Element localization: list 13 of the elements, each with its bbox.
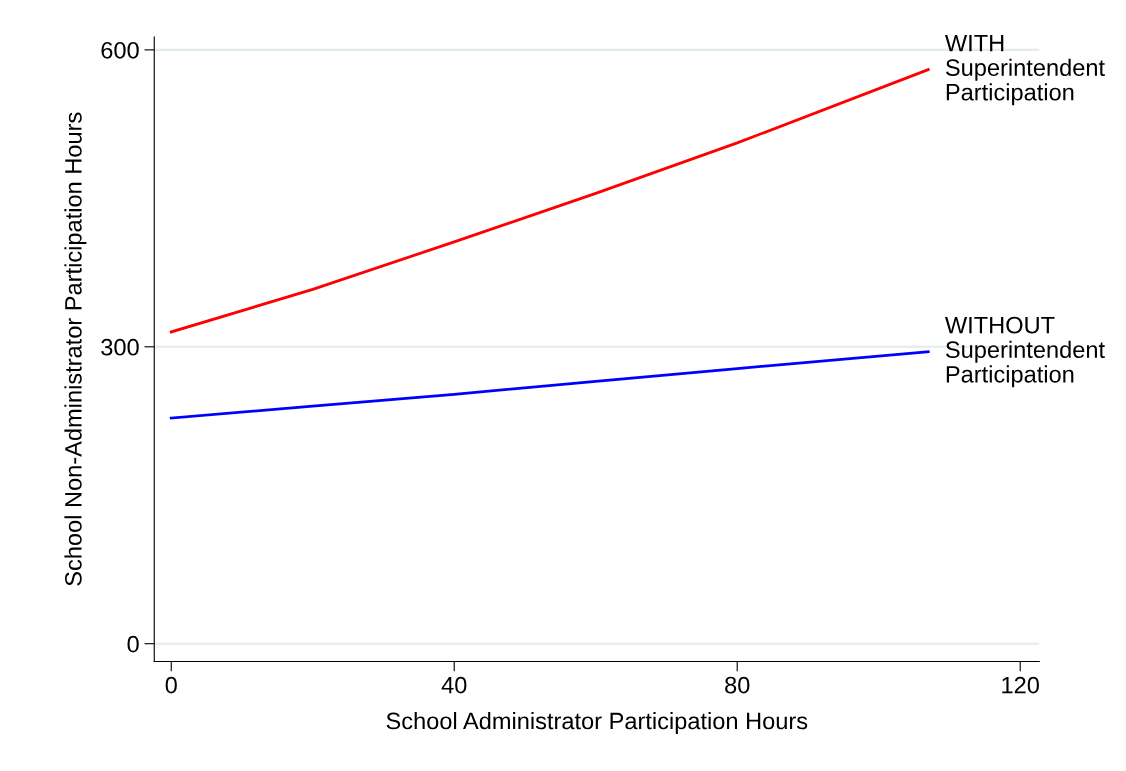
y-axis-title: School Non-Administrator Participation Hours [64, 112, 87, 586]
x-axis-title: School Administrator Participation Hours [386, 712, 808, 735]
series-label: WITHOUT Superintendent Participation [945, 316, 1105, 388]
x-tick-label: 40 [441, 676, 467, 694]
y-tick-label: 300 [101, 338, 139, 356]
series-label: WITH Superintendent Participation [945, 34, 1105, 106]
line-series [169, 68, 930, 334]
y-tick-label: 600 [101, 41, 139, 59]
line-series [169, 350, 930, 420]
x-tick-label: 120 [1002, 676, 1039, 694]
x-tick-label: 0 [165, 676, 177, 694]
y-tick-label: 0 [127, 635, 139, 653]
x-tick-label: 80 [725, 676, 750, 694]
